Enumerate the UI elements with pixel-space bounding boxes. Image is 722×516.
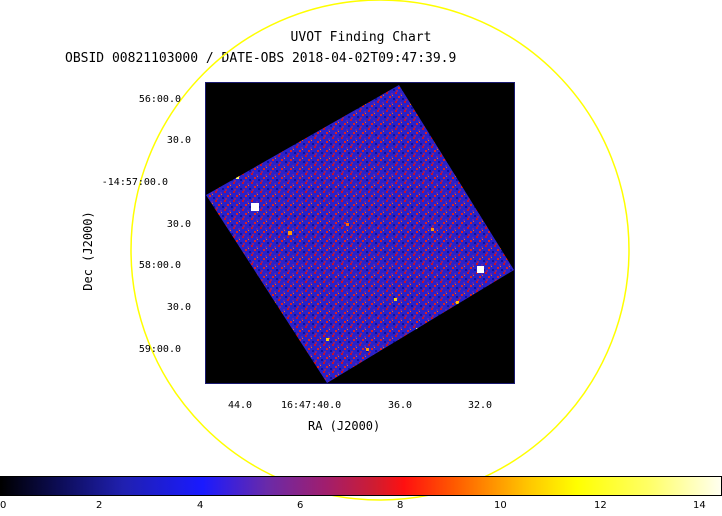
faint-source bbox=[431, 228, 434, 231]
colorbar-tick-label: 12 bbox=[594, 500, 607, 511]
faint-source bbox=[346, 223, 349, 226]
colorbar-tick-label: 14 bbox=[693, 500, 706, 511]
faint-source bbox=[236, 176, 239, 179]
ra-tick-label: 36.0 bbox=[388, 400, 413, 411]
faint-source bbox=[288, 231, 292, 235]
colorbar-tick-label: 2 bbox=[96, 500, 103, 511]
dec-tick-label: 30.0 bbox=[166, 135, 191, 146]
ra-tick-label: 44.0 bbox=[228, 400, 253, 411]
dec-tick-label: 30.0 bbox=[166, 219, 191, 230]
colorbar-tick-label: 0 bbox=[0, 500, 7, 511]
faint-source bbox=[416, 328, 419, 331]
exposure-footprint bbox=[206, 85, 514, 383]
y-axis-label: Dec (J2000) bbox=[81, 211, 95, 291]
colorbar-tick-label: 10 bbox=[494, 500, 507, 511]
ra-tick-label: 32.0 bbox=[468, 400, 493, 411]
bright-source bbox=[477, 266, 484, 273]
bright-source bbox=[251, 203, 259, 211]
dec-tick-label: 58:00.0 bbox=[138, 260, 181, 271]
colorbar-tick-label: 8 bbox=[397, 500, 404, 511]
dec-tick-label: -14:57:00.0 bbox=[101, 177, 168, 188]
dec-tick-label: 59:00.0 bbox=[138, 344, 181, 355]
dec-tick-label: 30.0 bbox=[166, 302, 191, 313]
faint-source bbox=[394, 298, 397, 301]
ra-tick-label: 16:47:40.0 bbox=[281, 400, 342, 411]
faint-source bbox=[366, 348, 369, 351]
sky-image-panel bbox=[205, 82, 515, 384]
sky-image bbox=[206, 85, 514, 383]
dec-tick-label: 56:00.0 bbox=[138, 94, 181, 105]
colorbar bbox=[0, 476, 722, 496]
chart-title: UVOT Finding Chart bbox=[290, 30, 432, 45]
faint-source bbox=[326, 338, 329, 341]
x-axis-label: RA (J2000) bbox=[308, 419, 381, 433]
faint-source bbox=[456, 301, 459, 304]
chart-subtitle: OBSID 00821103000 / DATE-OBS 2018-04-02T… bbox=[65, 51, 457, 66]
colorbar-tick-label: 6 bbox=[297, 500, 304, 511]
colorbar-tick-label: 4 bbox=[197, 500, 204, 511]
